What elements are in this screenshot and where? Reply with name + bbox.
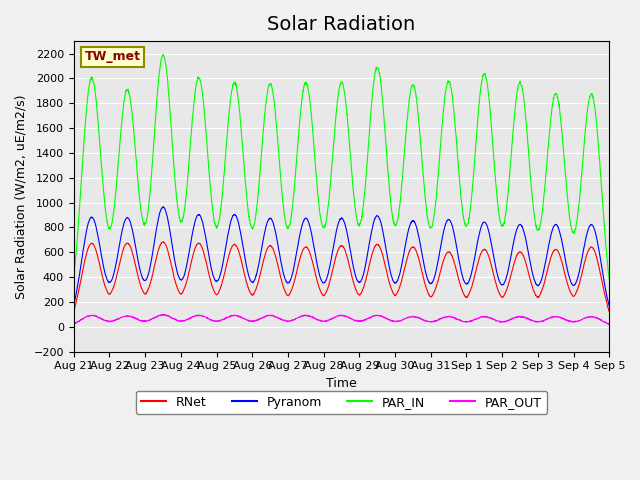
RNet (558, 260, 566, 266)
Pyranom (573, 277, 581, 283)
PAR_IN (605, 276, 613, 282)
RNet (369, 250, 376, 255)
RNet (70, 308, 77, 314)
RNet (605, 308, 613, 313)
PAR_OUT (160, 312, 168, 317)
PAR_IN (573, 218, 581, 224)
Line: PAR_OUT: PAR_OUT (74, 314, 609, 324)
PAR_OUT (357, 318, 365, 324)
Legend: RNet, Pyranom, PAR_IN, PAR_OUT: RNet, Pyranom, PAR_IN, PAR_OUT (136, 391, 547, 414)
Pyranom (605, 303, 613, 309)
Pyranom (357, 278, 365, 284)
PAR_OUT (605, 322, 613, 327)
RNet (573, 288, 581, 294)
Pyranom (159, 204, 167, 209)
Title: Solar Radiation: Solar Radiation (268, 15, 415, 34)
PAR_OUT (558, 315, 566, 321)
Pyranom (70, 302, 77, 308)
Pyranom (558, 240, 566, 245)
RNet (497, 294, 505, 300)
PAR_IN (369, 89, 376, 95)
PAR_IN (159, 51, 167, 57)
PAR_IN (220, 180, 227, 185)
PAR_OUT (573, 318, 581, 324)
PAR_IN (70, 273, 77, 279)
X-axis label: Time: Time (326, 377, 357, 390)
PAR_IN (558, 131, 566, 137)
Line: PAR_IN: PAR_IN (74, 54, 609, 279)
Pyranom (497, 282, 505, 288)
PAR_OUT (497, 319, 505, 325)
Text: TW_met: TW_met (84, 50, 141, 63)
PAR_IN (357, 217, 365, 223)
Line: RNet: RNet (74, 242, 609, 311)
Pyranom (220, 258, 227, 264)
Line: Pyranom: Pyranom (74, 206, 609, 306)
PAR_OUT (220, 317, 227, 323)
Y-axis label: Solar Radiation (W/m2, uE/m2/s): Solar Radiation (W/m2, uE/m2/s) (15, 94, 28, 299)
Pyranom (369, 223, 376, 229)
RNet (160, 239, 168, 245)
PAR_IN (497, 221, 505, 227)
PAR_OUT (369, 313, 376, 319)
PAR_OUT (70, 321, 77, 326)
RNet (220, 275, 227, 281)
RNet (357, 290, 365, 296)
